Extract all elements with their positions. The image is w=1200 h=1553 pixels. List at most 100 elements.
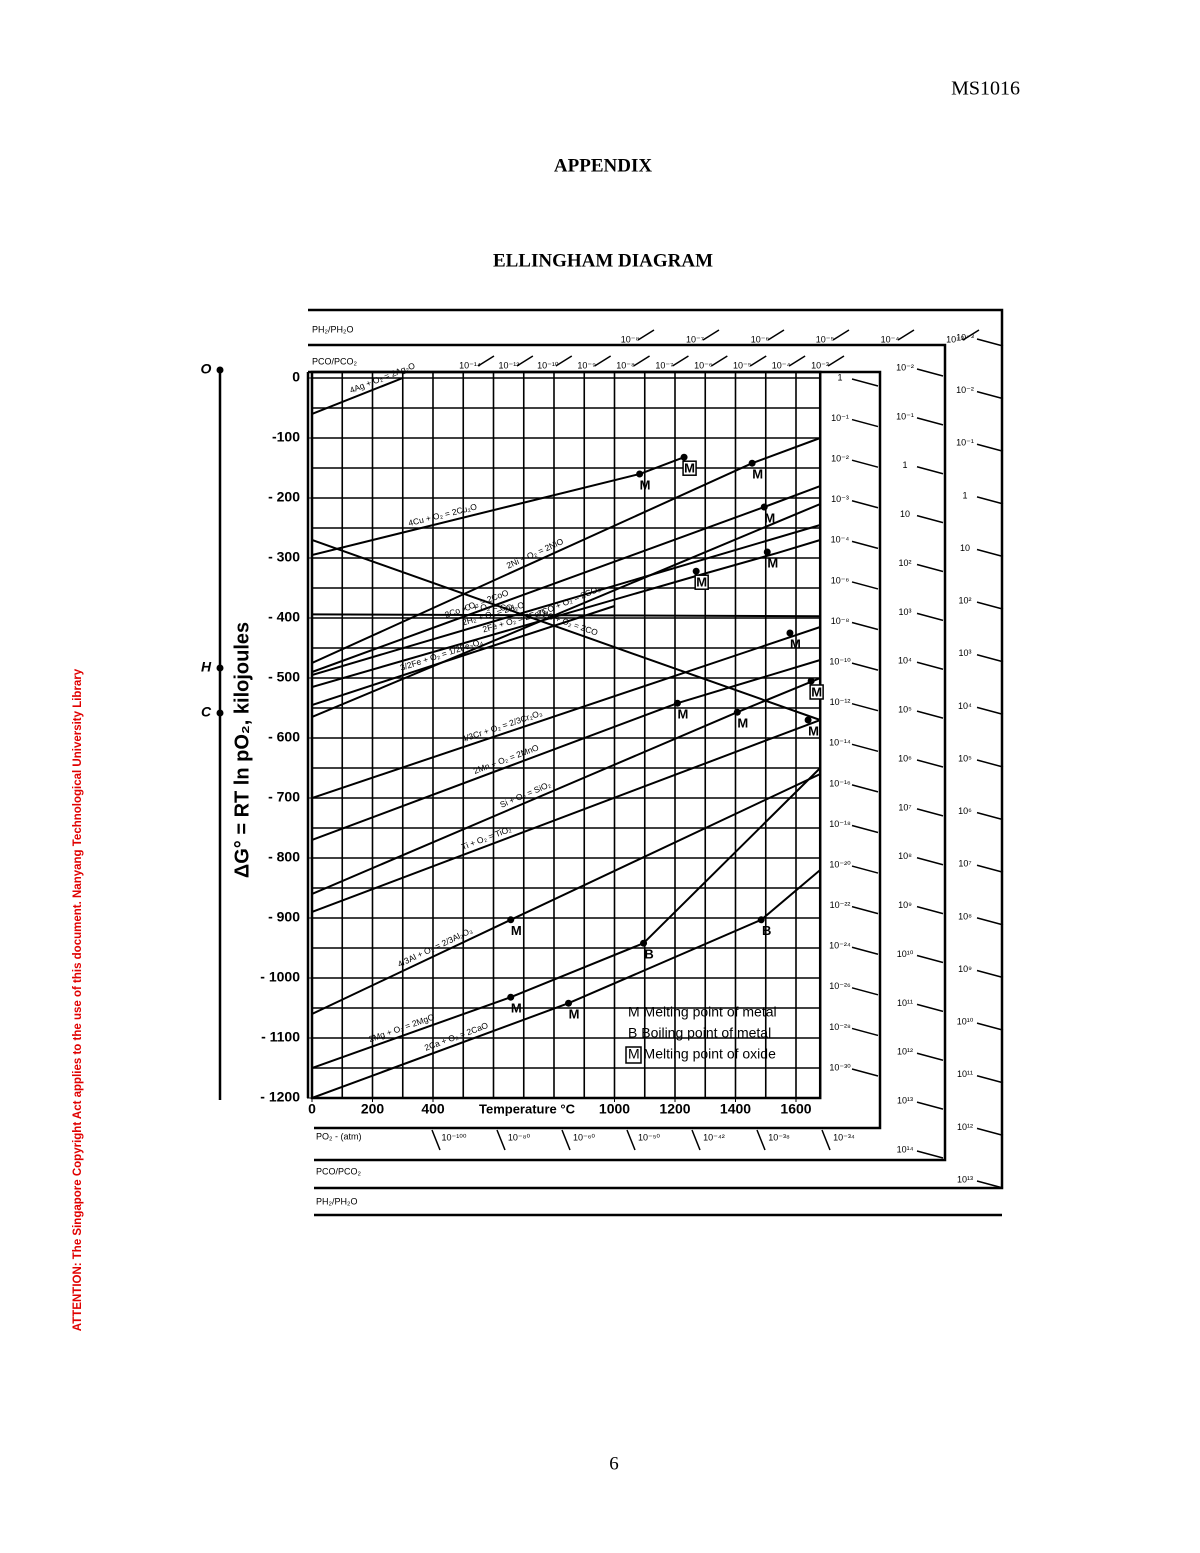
scale-tick-label: 10¹¹ [897,998,913,1008]
scale-tick [976,1180,1004,1189]
reference-point [216,709,224,717]
scale-tick [851,905,879,915]
scale-tick [749,355,767,367]
series-line [312,539,821,721]
scale-tick [691,1129,701,1151]
scale-tick [851,946,879,955]
series-line [312,677,821,895]
scale-tick-label: 10⁻²⁶ [829,981,851,991]
scale-tick [916,368,944,377]
scale-tick [916,1003,944,1013]
reference-point [216,664,224,672]
point-marker [757,916,765,924]
chart-title: ELLINGHAM DIAGRAM [493,250,713,271]
scale-tick-label: 10⁶ [898,753,912,763]
scale-tick [976,1022,1004,1031]
scale-tick [976,443,1004,452]
scale-tick [431,1129,441,1151]
scale-tick [851,743,879,753]
scale-tick [827,355,845,367]
course-code: MS1016 [951,78,1020,100]
scale-tick-label: 10¹² [897,1047,913,1057]
scale-tick [976,654,1004,663]
scale-tick-label: 10 [960,543,970,553]
point-label: M [569,1007,580,1022]
scale-name: PCO/PCO₂ [312,356,358,366]
scale-tick [851,581,879,590]
y-tick-label: - 1200 [260,1089,300,1105]
point-label: M [808,723,819,738]
scale-tick [976,601,1004,610]
x-tick-label: 400 [421,1101,445,1117]
scale-tick [851,1068,879,1077]
scale-tick-label: 10⁹ [898,900,912,910]
scale-tick [916,661,944,670]
scale-tick [976,969,1004,979]
series-line [312,869,821,1098]
scale-tick-label: 10⁻⁵ [816,334,835,344]
scale-tick [555,355,573,367]
series-line [312,626,821,799]
scale-tick-label: 10⁻² [831,454,849,464]
scale-tick [767,329,785,341]
scale-tick-label: 10⁻¹² [499,360,520,370]
scale-tick [851,378,879,387]
scale-tick [916,1150,944,1159]
scale-tick-label: 10⁷ [898,802,911,812]
scale-tick [832,329,850,341]
scale-tick [916,857,944,866]
scale-tick [637,329,655,341]
scale-tick-label: 10⁻¹ [896,411,914,421]
point-marker [507,916,515,924]
scale-tick-label: 10⁻⁴² [703,1132,725,1142]
scale-tick-label: 10⁻⁶⁰ [573,1132,595,1142]
scale-tick [976,496,1004,505]
point-label: M [696,575,707,590]
point-marker [748,459,756,467]
scale-tick [626,1129,636,1151]
scale-tick [851,702,879,712]
point-marker [565,999,573,1007]
scale-tick [976,1127,1004,1137]
scale-tick [916,1101,944,1110]
scale-tick-label: 10⁷ [958,859,971,869]
x-tick-label: 1400 [720,1101,751,1117]
y-tick-label: - 400 [268,609,300,625]
scale-tick-label: 10⁶ [958,806,972,816]
point-marker [680,453,688,461]
scale-tick [821,1129,831,1151]
marker-box [682,460,697,476]
scale-name: PCO/PCO₂ [316,1166,362,1176]
scale-tick-label: 10⁻⁸⁰ [508,1132,531,1142]
point-marker [673,699,681,707]
point-label: M [511,1001,522,1016]
scale-tick-label: 10² [958,596,971,606]
point-label: M [790,636,801,651]
scale-tick-label: 10⁻³⁸ [768,1132,790,1142]
series-label: 3/2Fe + O₂ = 1/2Fe₃O₄ [399,636,485,673]
scale-tick-label: 10¹⁰ [957,1017,974,1027]
point-label: M [684,461,695,476]
scale-tick [516,355,534,367]
nomogram-frame [218,308,1004,1217]
scale-tick [851,662,879,671]
point-label: M [767,555,778,570]
scale-tick [851,784,879,793]
point-marker [733,708,741,716]
y-tick-label: - 1100 [261,1029,300,1045]
scale-tick [477,355,495,367]
scale-tick-label: 10⁴ [898,656,912,666]
scale-tick [916,514,944,524]
scale-tick [916,563,944,573]
scale-tick [594,355,612,367]
y-tick-label: - 900 [268,909,300,925]
series-label: 4Cu + O₂ = 2Cu₂O [407,501,478,528]
scale-tick-label: 10¹³ [897,1096,913,1106]
point-label: B [644,947,653,962]
scale-tick [916,1052,944,1061]
scale-tick-label: 10⁻⁷ [686,334,704,344]
scale-tick [496,1129,506,1151]
series-line [312,767,821,1069]
scale-tick [756,1129,766,1151]
series-line [312,377,404,415]
